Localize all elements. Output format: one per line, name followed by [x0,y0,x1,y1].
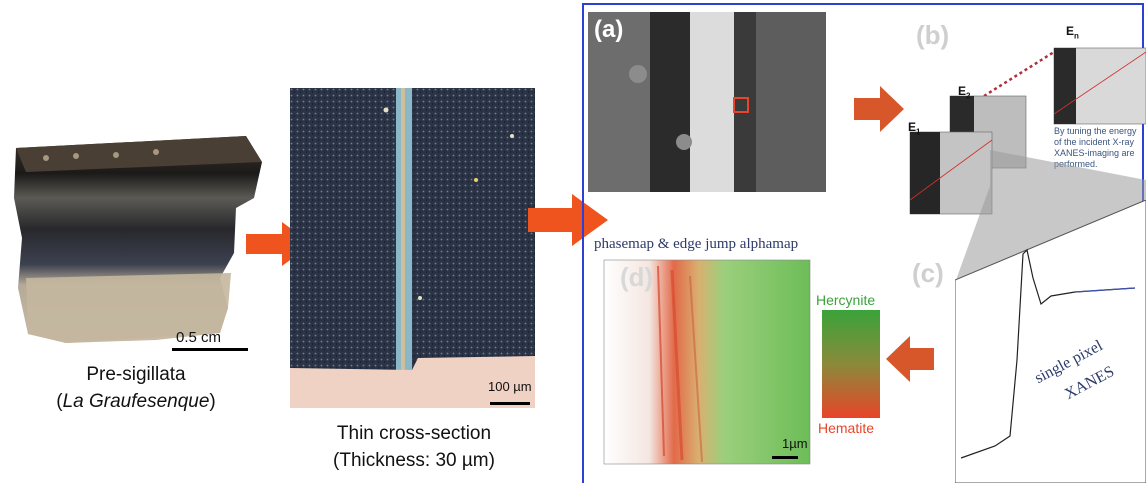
panel-b-e2-sub: 2 [966,91,971,101]
legend-bottom-label: Hematite [818,420,875,436]
sherd-caption-open-paren: ( [56,391,63,412]
panel-b-label-e2: E2 [958,84,970,100]
thin-section-caption-line1: Thin cross-section [336,423,492,444]
zoom-wedge [950,150,1146,290]
sherd-photo [6,128,268,358]
phase-colorbar [822,310,880,418]
panel-b-text-line3: XANES-imaging are [1054,148,1135,158]
arrow-icon [854,86,904,137]
panel-b-e2-letter: E [958,84,967,98]
sherd-caption-line2: (La Graufesenque) [20,391,252,413]
panel-b-description: By tuning the energy of the incident X-r… [1054,126,1144,170]
panel-b-text-line2: of the incident X-ray [1054,137,1135,147]
panel-b-letter: (b) [916,20,950,50]
arrow-icon [528,194,608,251]
panel-d-map [592,256,818,478]
panel-a-letter: (a) [594,16,624,43]
sherd-caption-line1: Pre-sigillata [86,364,186,385]
panel-a-image [588,12,826,192]
panel-b-e1-sub: 1 [916,127,921,137]
legend-top-label: Hercynite [816,292,876,308]
thin-section-micrograph [290,88,535,408]
panel-b-text-line4: performed. [1054,159,1098,169]
panel-d-scale-label: 1µm [782,436,808,451]
sherd-caption-close-paren: ) [209,391,216,412]
panel-c-spectrum [954,199,1146,484]
panel-b-en-sub: n [1074,31,1079,41]
panel-b-text-line1: By tuning the energy [1054,126,1137,136]
panel-c-letter: (c) [912,258,944,288]
panel-b-en-letter: E [1066,24,1075,38]
arrow-icon [886,336,934,387]
panel-b-label-en: En [1066,24,1079,40]
panel-d-letter: (d) [620,262,654,292]
sherd-caption-site: La Graufesenque [62,391,210,412]
panel-b-e1-letter: E [908,120,917,134]
panel-b-stack-image [904,40,1146,216]
thin-section-scale-label: 100 µm [488,379,532,394]
panel-b-label-e1: E1 [908,120,920,136]
panel-d-title: phasemap & edge jump alphamap [594,236,799,252]
sherd-scale-bar-label: 0.5 cm [176,329,222,346]
thin-section-caption-line2: (Thickness: 30 µm) [333,450,495,471]
